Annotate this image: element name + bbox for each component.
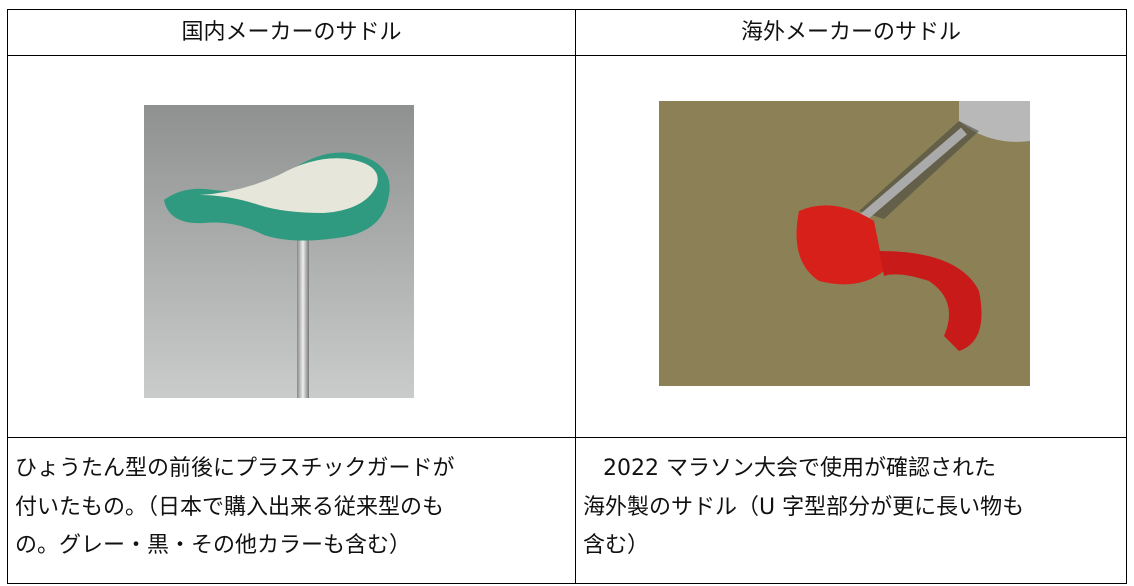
cell-text: の。グレー・黒・その他カラーも含む） [15,533,412,558]
table-border [1126,9,1127,584]
table-border [575,9,576,584]
header-cell: 海外メーカーのサドル [740,20,961,45]
cell-text: 海外製のサドル（U 字型部分が更に長い物も [583,495,1025,520]
table-border [7,9,8,584]
header-cell: 国内メーカーのサドル [181,20,402,45]
table-border [7,9,1127,10]
cell-text: 2022 マラソン大会で使用が確認された [603,456,996,481]
table-border [7,55,1127,56]
cell-text: ひょうたん型の前後にプラスチックガードが [15,456,455,481]
table-border [7,583,1127,584]
table-border [7,437,1127,438]
saddle-photo [659,101,1030,386]
cell-text: 含む） [583,533,650,558]
cell-text: 付いたもの。（日本で購入出来る従来型のも [15,495,445,520]
saddle-photo [144,105,414,398]
